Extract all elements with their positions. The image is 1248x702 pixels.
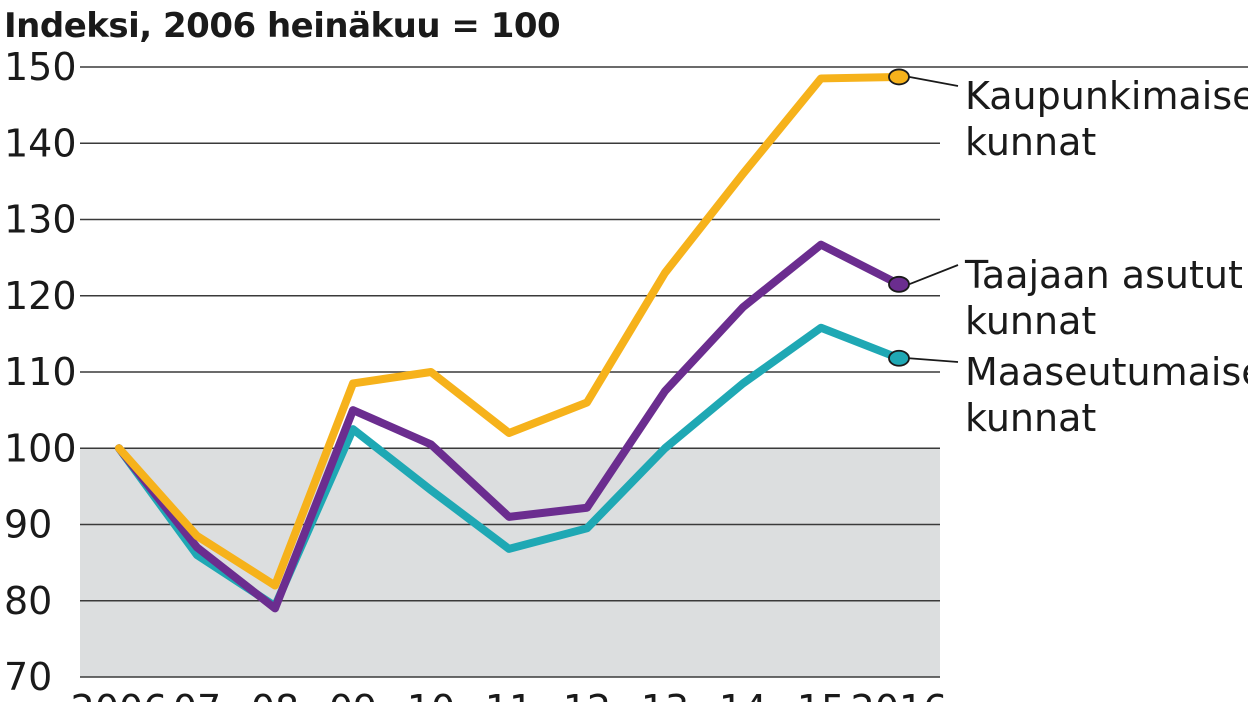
x-tick-label: 11 (485, 687, 533, 702)
series-label-2: Maaseutumaiset (965, 350, 1248, 394)
series-end-marker-2 (888, 349, 910, 367)
series-end-marker-0 (888, 68, 910, 86)
series-leader-line-1 (908, 264, 959, 286)
y-tick-label: 90 (4, 503, 52, 547)
x-tick-label: 2006 (71, 687, 168, 702)
series-line-1 (115, 240, 903, 613)
series-leader-line-2 (908, 357, 959, 363)
series-label-2: kunnat (965, 396, 1096, 440)
series-label-1: kunnat (965, 299, 1096, 343)
series-label-1: Taajaan asutut (964, 253, 1243, 297)
x-tick-label: 10 (407, 687, 455, 702)
y-tick-label: 100 (4, 426, 77, 470)
series-label-0: kunnat (965, 120, 1096, 164)
below-baseline-shade (80, 448, 940, 677)
x-tick-label: 09 (329, 687, 377, 702)
y-tick-label: 150 (4, 45, 77, 89)
series-line-0 (115, 72, 903, 590)
series-label-0: Kaupunkimaiset (965, 74, 1248, 118)
chart-title: Indeksi, 2006 heinäkuu = 100 (4, 6, 561, 46)
y-tick-label: 110 (4, 350, 77, 394)
x-tick-label: 2016 (851, 687, 948, 702)
y-tick-label: 140 (4, 121, 77, 165)
x-tick-label: 08 (251, 687, 299, 702)
series-end-marker-1 (888, 275, 910, 293)
y-tick-label: 80 (4, 579, 52, 623)
x-tick-label: 14 (719, 687, 767, 702)
y-tick-label: 130 (4, 198, 77, 242)
x-tick-label: 15 (797, 687, 845, 702)
y-tick-label: 70 (4, 655, 52, 699)
series-leader-line-0 (908, 76, 959, 87)
x-tick-label: 07 (173, 687, 221, 702)
y-tick-label: 120 (4, 274, 77, 318)
x-tick-label: 13 (641, 687, 689, 702)
x-tick-label: 12 (563, 687, 611, 702)
